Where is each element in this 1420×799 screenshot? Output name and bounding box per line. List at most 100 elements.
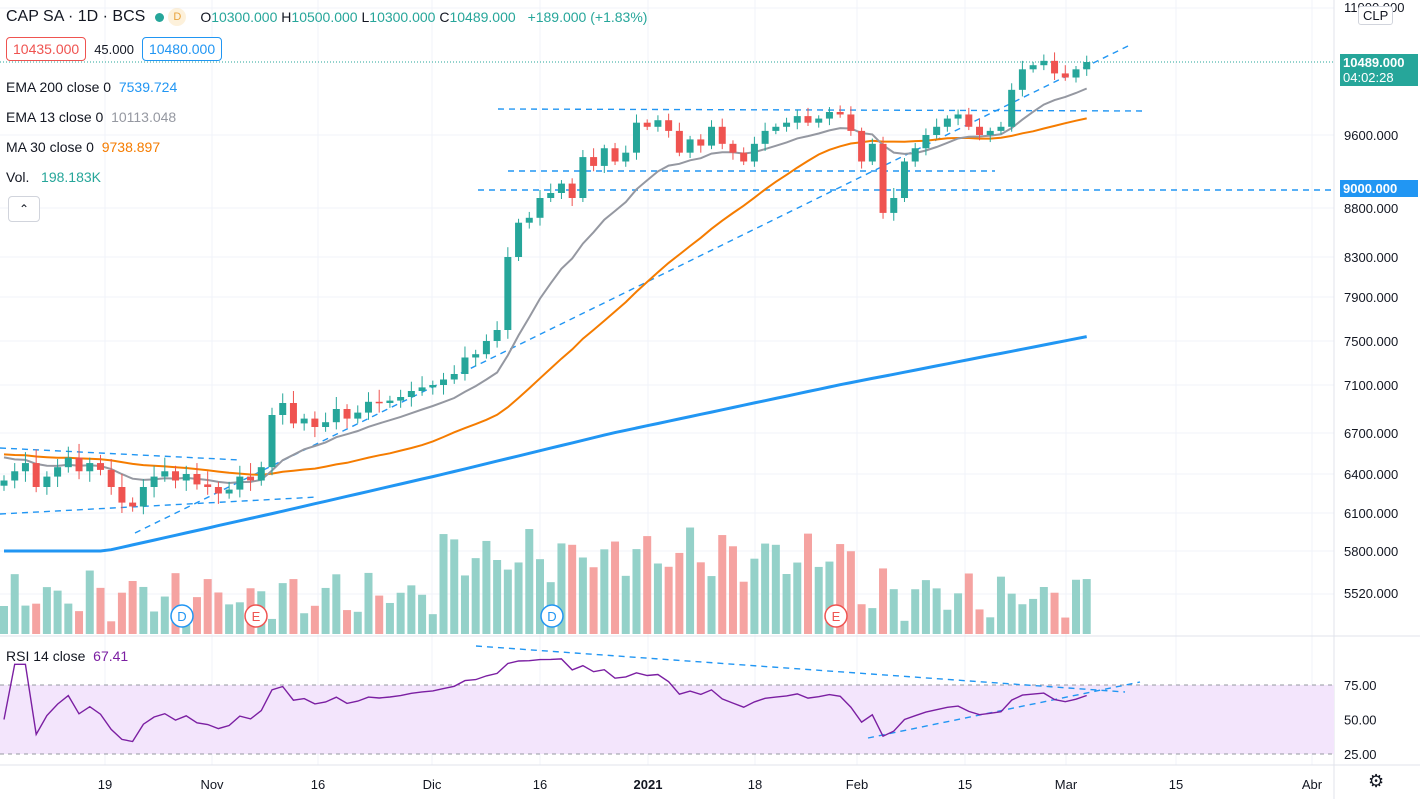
candle <box>557 183 565 193</box>
volume-bar <box>921 580 930 634</box>
candle <box>1083 62 1091 70</box>
volume-bar <box>278 583 287 634</box>
volume-bar <box>814 566 823 634</box>
candle <box>150 476 158 487</box>
volume-bar <box>696 562 705 634</box>
price-tick-label: 8800.000 <box>1344 201 1398 216</box>
delay-badge[interactable]: D <box>168 8 187 26</box>
volume-bar <box>1050 592 1059 634</box>
ema200-line <box>4 335 1087 553</box>
volume-bar <box>846 551 855 634</box>
collapse-legend-button[interactable]: ⌃ <box>8 196 40 222</box>
candle <box>890 198 898 213</box>
volume-bar <box>975 609 984 634</box>
candle <box>193 474 201 485</box>
candle <box>632 122 640 153</box>
volume-bar <box>589 567 598 634</box>
volume-bar <box>514 562 523 634</box>
legend-ma30[interactable]: MA 30 close 0 9738.897 <box>6 139 161 155</box>
volume-bar <box>460 575 469 634</box>
candle <box>772 126 780 131</box>
candle <box>54 467 62 477</box>
volume-bar <box>1061 617 1070 634</box>
candle <box>332 409 340 423</box>
volume-bar <box>804 533 812 634</box>
candle <box>847 114 855 131</box>
candle <box>204 484 212 487</box>
gear-icon[interactable]: ⚙ <box>1368 771 1385 791</box>
trend-line <box>134 44 1131 534</box>
candle <box>815 118 823 123</box>
candle <box>11 471 19 481</box>
volume-bar <box>664 566 673 634</box>
candle <box>268 415 276 468</box>
candle <box>568 183 576 198</box>
sell-button[interactable]: 10435.000 <box>6 37 87 61</box>
candle <box>75 457 83 472</box>
price-tick-label: 9600.000 <box>1344 128 1398 143</box>
horizontal-level-label[interactable]: 9000.000 <box>1340 180 1418 197</box>
candle <box>418 387 426 391</box>
time-tick-label: Feb <box>846 777 868 792</box>
volume-bar <box>525 529 534 634</box>
volume-bar <box>600 549 609 634</box>
volume-bar <box>75 611 84 634</box>
candle <box>879 143 887 213</box>
candle <box>1040 60 1048 66</box>
bar-countdown: 04:02:28 <box>1343 70 1394 85</box>
time-tick-label: 2021 <box>634 777 663 792</box>
legend-volume[interactable]: Vol. 198.183K <box>6 169 101 185</box>
volume-bar <box>289 579 298 634</box>
volume-bar <box>32 603 41 634</box>
volume-bar <box>782 573 791 634</box>
candle <box>214 487 222 494</box>
price-tick-label: 6700.000 <box>1344 426 1398 441</box>
volume-bar <box>771 544 780 634</box>
volume-bar <box>150 611 159 634</box>
candle <box>182 474 190 481</box>
rsi-band <box>0 685 1334 754</box>
candle <box>986 130 994 135</box>
legend-ema13[interactable]: EMA 13 close 0 10113.048 <box>6 109 177 125</box>
volume-bar <box>396 592 405 634</box>
volume-bar <box>728 546 737 634</box>
legend-rsi[interactable]: RSI 14 close 67.41 <box>6 648 129 664</box>
currency-label[interactable]: CLP <box>1358 6 1394 25</box>
time-tick-label: 19 <box>98 777 112 792</box>
candle <box>783 122 791 127</box>
candle <box>911 148 919 162</box>
candle <box>0 480 8 486</box>
volume-bar <box>911 589 920 634</box>
volume-bar <box>503 569 512 634</box>
candle <box>943 118 951 127</box>
candle <box>139 487 147 507</box>
candle <box>1018 69 1026 90</box>
buy-button[interactable]: 10480.000 <box>141 37 223 61</box>
candle <box>750 143 758 162</box>
volume-bar <box>686 527 695 634</box>
volume-bar <box>21 605 30 634</box>
candle <box>729 143 737 153</box>
volume-bar <box>889 589 898 634</box>
symbol-title[interactable]: CAP SA · 1D · BCS <box>6 8 146 25</box>
volume-bar <box>332 574 341 634</box>
legend-ema200[interactable]: EMA 200 close 0 7539.724 <box>6 79 178 95</box>
volume-bar <box>385 602 394 634</box>
ma30-line <box>3 117 1087 476</box>
candle <box>322 422 330 427</box>
candle <box>343 409 351 419</box>
last-price-label: 10489.000 04:02:28 <box>1340 54 1418 86</box>
volume-bar <box>621 575 630 634</box>
volume-bar <box>321 587 330 634</box>
volume-bar <box>85 570 94 634</box>
dividend-marker <box>540 604 564 628</box>
volume-bar <box>568 544 577 634</box>
volume-bar <box>825 561 834 634</box>
candle <box>611 148 619 162</box>
candle <box>289 403 297 424</box>
price-tick-label: 8300.000 <box>1344 250 1398 265</box>
candle <box>965 114 973 127</box>
candle <box>129 502 137 507</box>
price-tick-label: 6100.000 <box>1344 506 1398 521</box>
